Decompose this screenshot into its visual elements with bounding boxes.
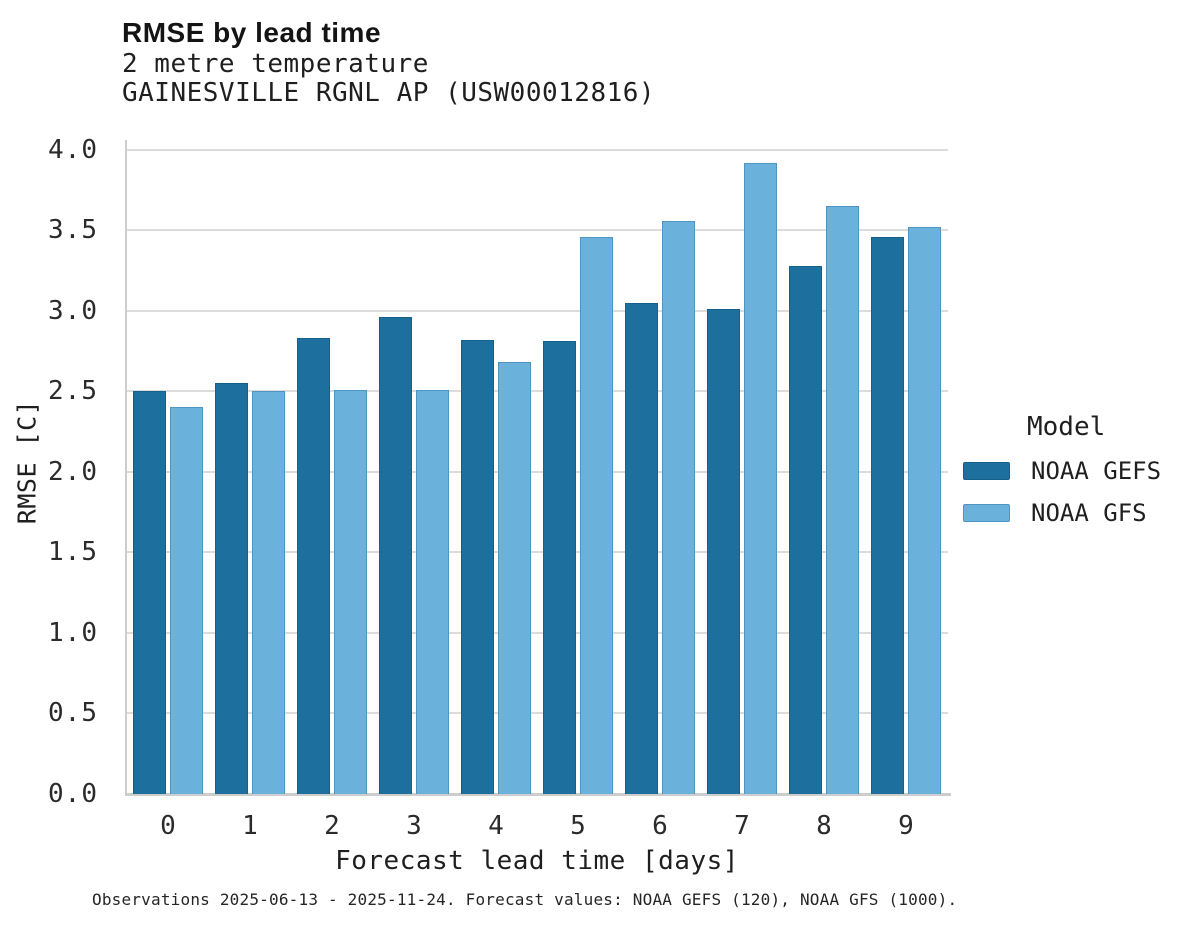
bar-noaa-gfs-lead-1 xyxy=(252,391,285,794)
legend-entry-noaa-gefs: NOAA GEFS xyxy=(963,456,1161,486)
bar-noaa-gfs-lead-5 xyxy=(580,237,613,794)
y-tick-label: 1.5 xyxy=(48,537,98,568)
bar-noaa-gfs-lead-4 xyxy=(498,362,531,794)
gridline-3.5 xyxy=(127,229,948,232)
legend-swatch-noaa-gefs xyxy=(963,462,1010,480)
x-tick-label-1: 1 xyxy=(242,811,258,841)
x-tick-label-8: 8 xyxy=(816,811,832,841)
gridline-0.5 xyxy=(127,712,948,715)
legend-entry-label: NOAA GEFS xyxy=(1031,457,1162,485)
bar-noaa-gefs-lead-6 xyxy=(625,303,658,794)
x-axis-spine xyxy=(125,793,951,796)
bar-group-lead-6 xyxy=(619,140,701,794)
legend-title: Model xyxy=(1027,412,1106,442)
bar-noaa-gefs-lead-8 xyxy=(789,266,822,794)
y-tick-label: 0.5 xyxy=(48,698,98,729)
x-axis-label: Forecast lead time [days] xyxy=(335,846,739,876)
x-tick-label-3: 3 xyxy=(406,811,422,841)
x-tick-label-7: 7 xyxy=(734,811,750,841)
x-tick-label-6: 6 xyxy=(652,811,668,841)
bar-noaa-gefs-lead-1 xyxy=(215,383,248,794)
bar-group-lead-1 xyxy=(209,140,291,794)
chart-subtitle: 2 metre temperature xyxy=(122,49,429,79)
bar-noaa-gfs-lead-8 xyxy=(826,206,859,794)
chart-title: RMSE by lead time xyxy=(122,17,382,48)
bar-noaa-gfs-lead-7 xyxy=(744,163,777,794)
bar-noaa-gefs-lead-7 xyxy=(707,309,740,794)
gridline-1.5 xyxy=(127,551,948,554)
y-axis-spine xyxy=(125,140,127,796)
legend-entry-noaa-gfs: NOAA GFS xyxy=(963,498,1161,528)
y-tick-label: 2.0 xyxy=(48,456,98,487)
x-tick-label-9: 9 xyxy=(898,811,914,841)
bar-group-lead-8 xyxy=(783,140,865,794)
plot-area xyxy=(127,140,948,794)
bar-group-lead-0 xyxy=(127,140,209,794)
y-tick-label: 0.0 xyxy=(48,779,98,809)
bar-group-lead-9 xyxy=(865,140,947,794)
legend: Model NOAA GEFS NOAA GFS xyxy=(963,410,1161,528)
bar-noaa-gfs-lead-3 xyxy=(416,390,449,794)
x-tick-label-4: 4 xyxy=(488,811,504,841)
bar-group-lead-2 xyxy=(291,140,373,794)
bar-noaa-gefs-lead-4 xyxy=(461,340,494,794)
legend-entries: NOAA GEFS NOAA GFS xyxy=(963,456,1161,528)
x-tick-label-2: 2 xyxy=(324,811,340,841)
bar-noaa-gfs-lead-2 xyxy=(334,390,367,794)
gridline-2.5 xyxy=(127,390,948,393)
gridline-3.0 xyxy=(127,309,948,312)
gridline-4.0 xyxy=(127,148,948,151)
bar-noaa-gefs-lead-9 xyxy=(871,237,904,794)
bar-group-lead-7 xyxy=(701,140,783,794)
legend-swatch-noaa-gfs xyxy=(963,504,1010,522)
bar-noaa-gefs-lead-3 xyxy=(379,317,412,794)
bar-noaa-gfs-lead-6 xyxy=(662,221,695,794)
bar-noaa-gefs-lead-5 xyxy=(543,341,576,794)
y-tick-label: 2.5 xyxy=(48,376,98,407)
y-tick-label: 1.0 xyxy=(48,617,98,648)
y-tick-label: 3.5 xyxy=(48,215,98,246)
bar-noaa-gfs-lead-9 xyxy=(908,227,941,794)
gridline-1.0 xyxy=(127,631,948,634)
gridline-2.0 xyxy=(127,470,948,473)
station-label: GAINESVILLE RGNL AP (USW00012816) xyxy=(122,78,656,108)
bar-groups xyxy=(127,140,947,794)
bar-noaa-gefs-lead-2 xyxy=(297,338,330,794)
caption: Observations 2025-06-13 - 2025-11-24. Fo… xyxy=(92,890,958,909)
bar-noaa-gfs-lead-0 xyxy=(170,407,203,794)
y-tick-label: 4.0 xyxy=(48,134,98,165)
x-tick-label-0: 0 xyxy=(160,811,176,841)
bar-group-lead-5 xyxy=(537,140,619,794)
bar-group-lead-3 xyxy=(373,140,455,794)
x-tick-label-5: 5 xyxy=(570,811,586,841)
y-tick-label: 3.0 xyxy=(48,295,98,326)
bar-group-lead-4 xyxy=(455,140,537,794)
legend-entry-label: NOAA GFS xyxy=(1031,499,1147,527)
bar-noaa-gefs-lead-0 xyxy=(133,391,166,794)
